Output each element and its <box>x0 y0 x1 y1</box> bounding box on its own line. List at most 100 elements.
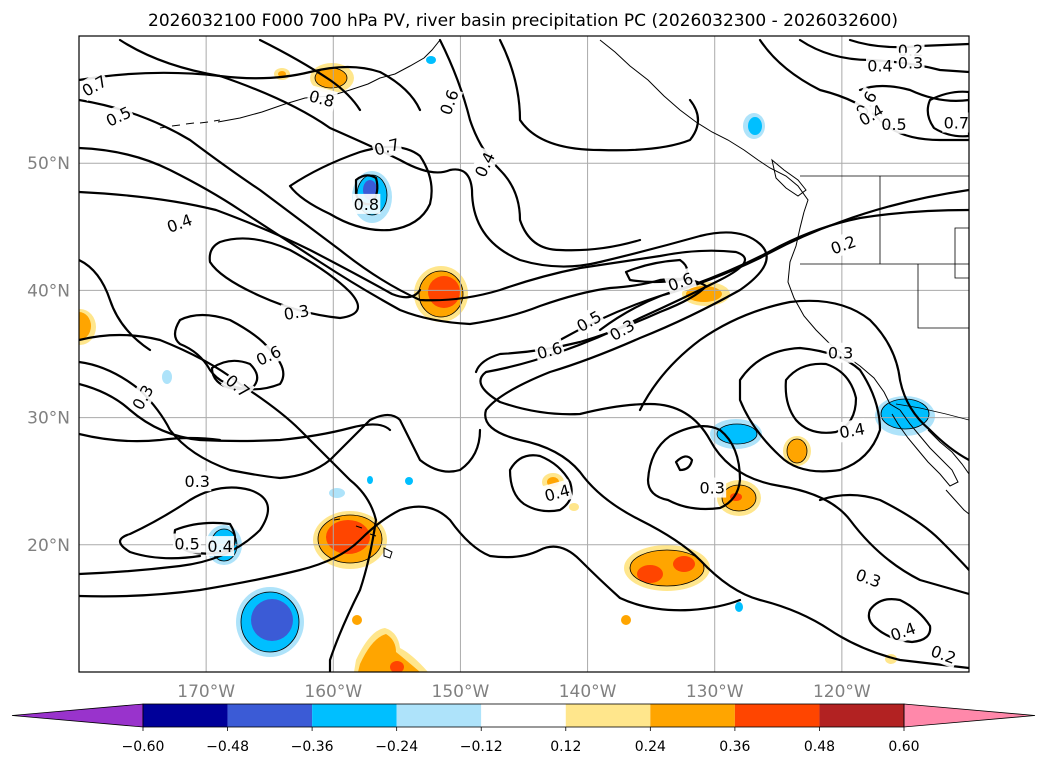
precip-blob <box>354 628 428 672</box>
contour-line <box>738 346 882 473</box>
contour-line <box>646 425 742 511</box>
contour-line <box>498 38 700 152</box>
precip-blob <box>624 545 710 591</box>
contour-label-gap <box>370 133 403 160</box>
latitude-tick-label: 40°N <box>27 281 70 301</box>
contour-label: 0.6 <box>663 267 697 296</box>
contour-label-text: 0.7 <box>372 135 402 160</box>
colorbar-segment <box>396 704 482 727</box>
contour-line <box>79 258 152 352</box>
contour-label-gap <box>280 299 312 325</box>
contour-label: 0.5 <box>879 113 908 134</box>
contour-line <box>79 360 482 480</box>
longitude-tick-label: 120°W <box>813 682 871 702</box>
precip-blob <box>236 587 304 657</box>
contour-label: 0.2 <box>926 640 961 669</box>
contour-label-gap <box>126 380 159 415</box>
contour-label: 0.4 <box>206 536 235 557</box>
contour-label: 0.3 <box>896 52 925 73</box>
contour-label: 0.7 <box>77 69 112 102</box>
contour-label-gap <box>879 113 908 134</box>
aleutian-islands <box>159 119 221 129</box>
contour-label-layer: 0.70.50.8 0.60.40.70.80.40.30.60.70.30.30… <box>77 39 971 669</box>
contour-line <box>558 188 969 342</box>
contour-label-text: 0.3 <box>128 382 157 414</box>
colorbar-tick-label: 0.24 <box>635 739 666 755</box>
contour-label: 0.2 <box>826 230 860 259</box>
state-borders <box>800 176 969 329</box>
west-coast-usa <box>787 211 901 411</box>
colorbar-tick-label: 0.36 <box>719 739 750 755</box>
contour-label: 0.7 <box>942 112 971 133</box>
colorbar-segment <box>312 704 397 727</box>
baja-california <box>891 409 959 487</box>
contour-label-gap <box>866 55 894 76</box>
mexico-mainland-coast <box>927 429 969 515</box>
contour-label-gap <box>251 340 286 371</box>
longitude-tick-label: 150°W <box>432 682 490 702</box>
contour-label-text: 0.3 <box>282 301 310 324</box>
longitude-labels: 170°W 160°W 150°W 140°W 130°W 120°W <box>177 682 871 702</box>
contour-label: 0.3 <box>851 563 886 593</box>
contour-label: 0.3 <box>280 299 312 325</box>
colorbar-tick-label: −0.60 <box>122 739 165 755</box>
contour-line <box>210 359 259 391</box>
colorbar-tick-label: 0.48 <box>804 739 835 755</box>
contour-label: 0.4 <box>866 55 894 76</box>
contour-label: 0.6 <box>533 336 566 364</box>
contour-label-text: 0.7 <box>944 113 969 132</box>
contour-label-text: 0.3 <box>828 344 853 363</box>
colorbar-tick-label: −0.24 <box>375 739 418 755</box>
contour-label-text: 0.6 <box>535 338 565 363</box>
contour-line <box>258 38 642 252</box>
contour-label-gap <box>836 418 868 443</box>
colorbar-segment <box>734 704 820 727</box>
contour-label: 0.4 <box>162 208 197 238</box>
contour-label-gap <box>469 147 500 182</box>
contour-line <box>118 38 422 112</box>
contour-label-gap <box>77 69 112 102</box>
contour-label: 0.3 <box>826 342 855 363</box>
contour-label: 0.3 <box>183 471 212 492</box>
contour-label: 0.5 <box>173 533 202 554</box>
contour-label-gap <box>173 533 202 554</box>
colorbar-segment <box>481 704 566 727</box>
precip-blob <box>710 419 762 449</box>
longitude-tick-label: 140°W <box>559 682 617 702</box>
contour-label: 0.6 <box>251 340 286 371</box>
vancouver-island <box>771 158 807 197</box>
contour-label-text: 0.3 <box>185 472 210 491</box>
contour-label-gap <box>698 477 727 498</box>
colorbar-frame <box>142 703 905 728</box>
contour-label: 0.7 <box>370 133 403 160</box>
figure-title: 2026032100 F000 700 hPa PV, river basin … <box>148 11 898 31</box>
contour-label-gap <box>826 342 855 363</box>
contour-label-gap <box>851 563 886 593</box>
contour-label: 0.6 <box>434 85 464 119</box>
contour-label-text: 0.5 <box>573 307 605 336</box>
precip-blob <box>743 113 765 139</box>
contour-line <box>208 237 360 320</box>
precip-blob <box>717 480 761 516</box>
contour-label-gap <box>183 471 212 492</box>
contour-label-text: 0.4 <box>867 56 892 75</box>
contour-line <box>818 493 969 572</box>
contour-line <box>638 299 969 462</box>
panhandle-coastline <box>599 39 809 213</box>
latitude-tick-label: 50°N <box>27 154 70 174</box>
contour-line <box>926 90 969 138</box>
latitude-labels: 20°N 30°N 40°N 50°N <box>27 154 70 556</box>
contour-label-gap <box>663 267 697 296</box>
contour-line <box>79 146 708 374</box>
contour-label-text: 0.4 <box>207 537 232 556</box>
usa-mexico-border <box>895 403 969 421</box>
colorbar: −0.60 −0.48 −0.36 −0.24 −0.12 0.12 0.24 0.36 0.4… <box>11 703 1036 755</box>
contour-label-gap <box>896 52 925 73</box>
contour-label: 0.4 <box>469 147 500 182</box>
colorbar-extend-low <box>11 703 144 728</box>
contour-line <box>79 98 969 596</box>
contour-label-gap <box>926 640 961 669</box>
precip-blob <box>875 396 935 436</box>
